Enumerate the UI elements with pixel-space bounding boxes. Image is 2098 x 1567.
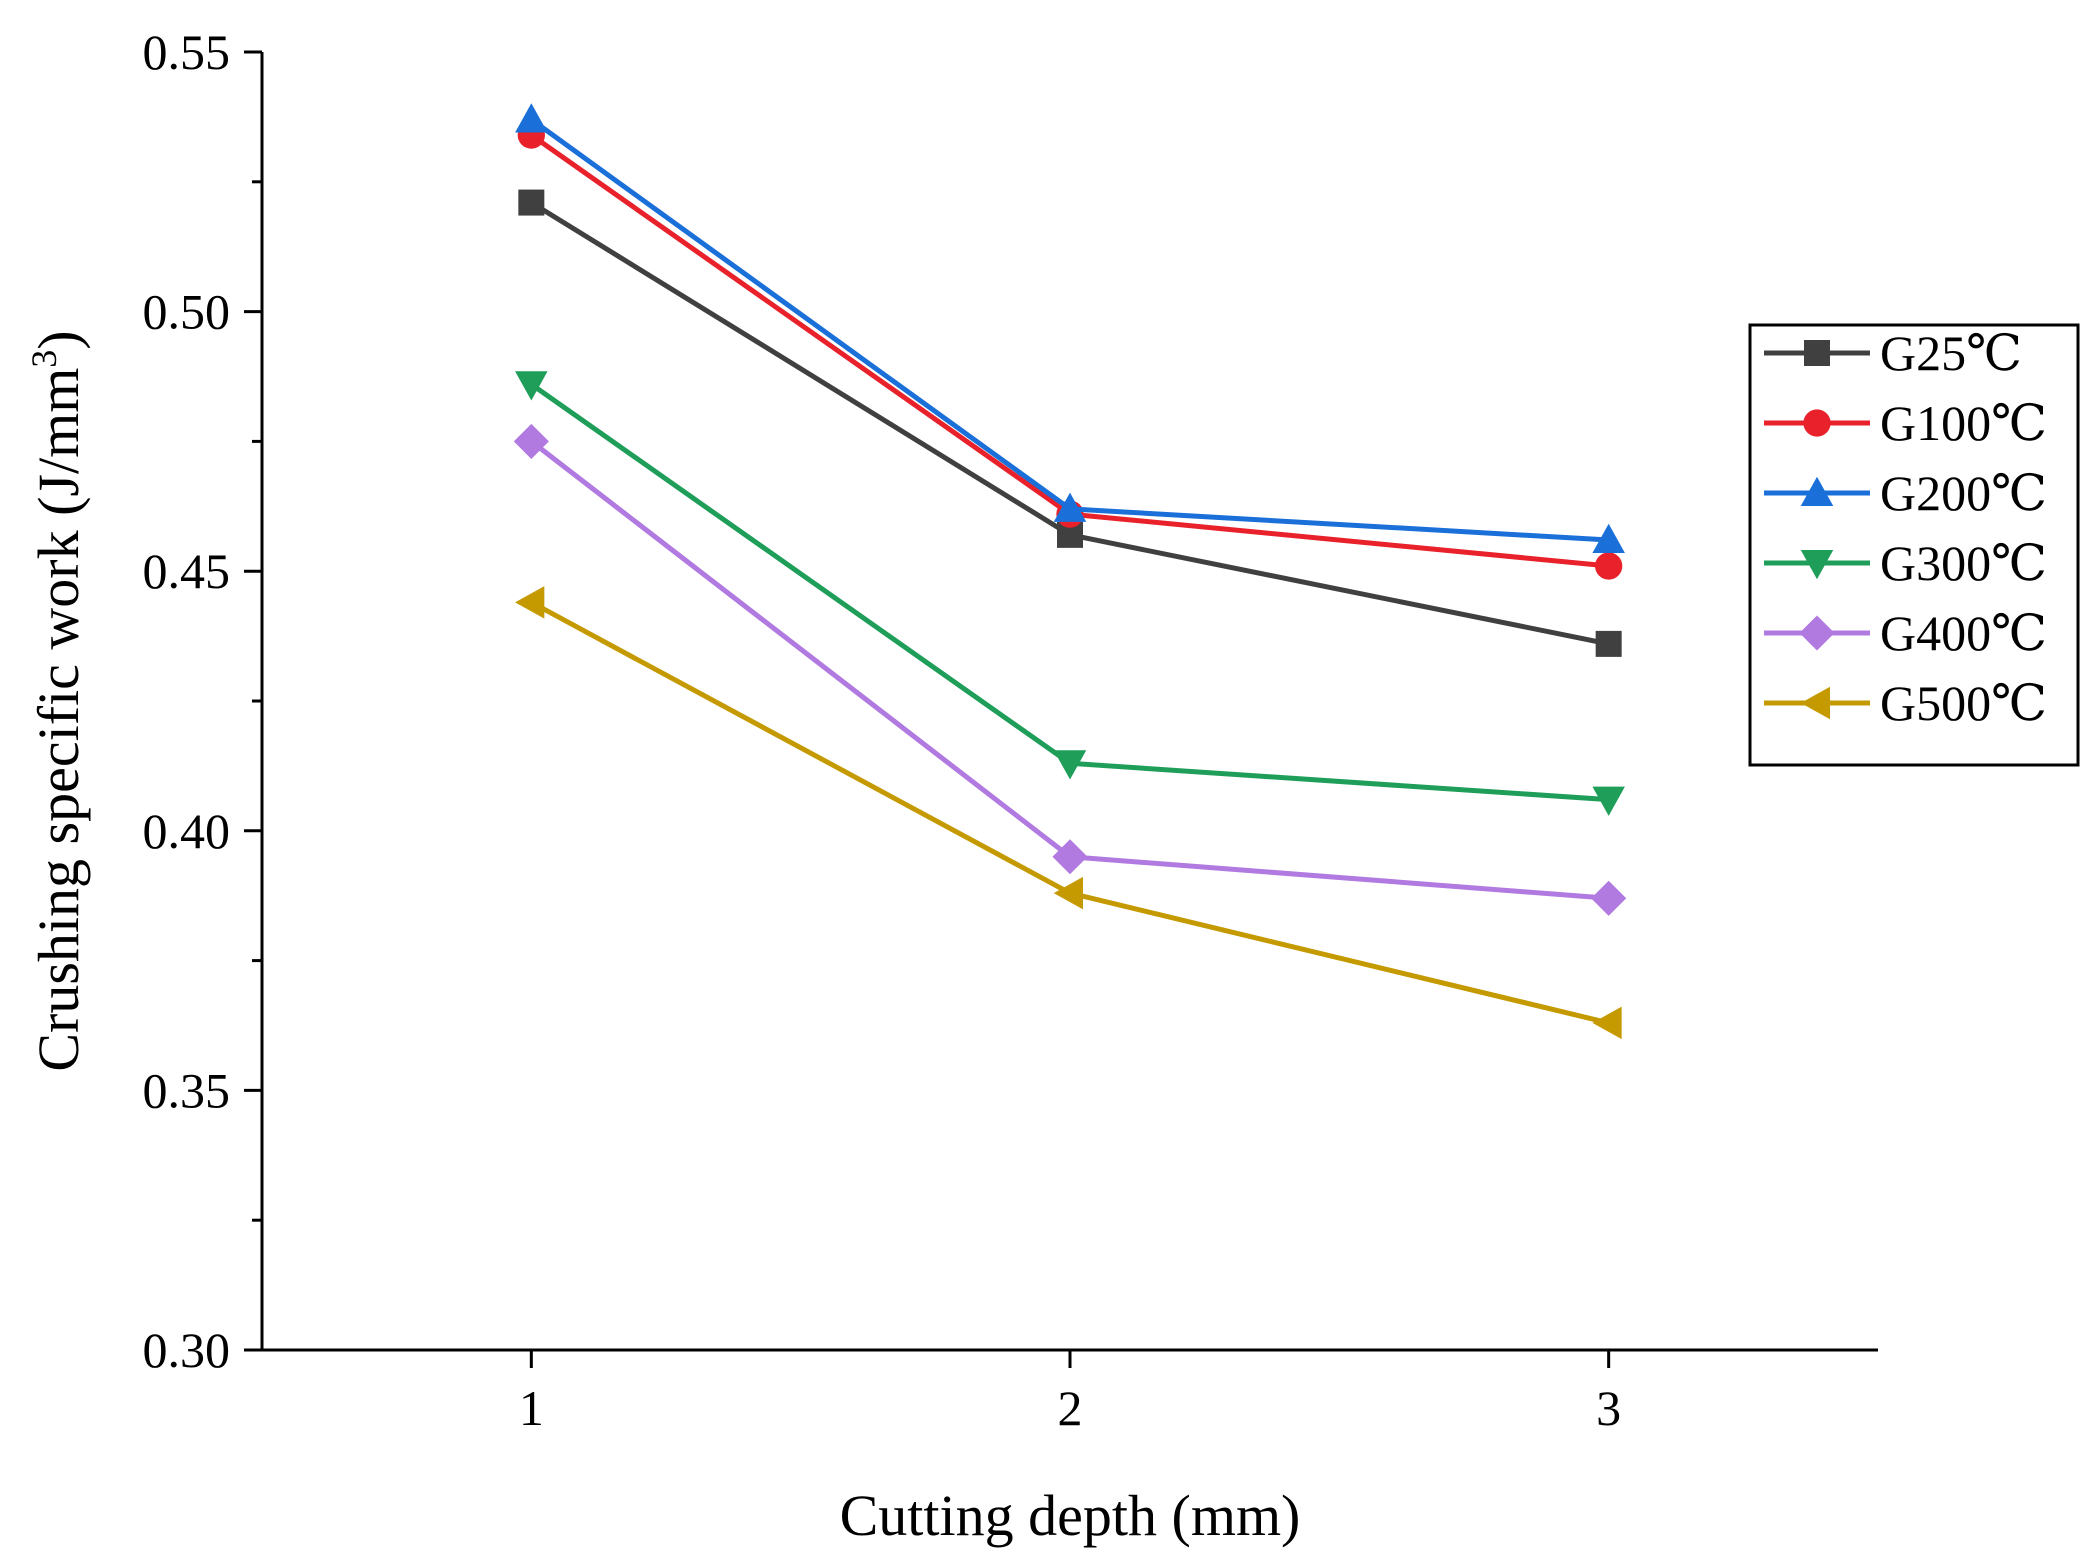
x-axis-ticks: 1 2 3 [519,1350,1621,1436]
data-point [1800,476,1834,506]
legend-label: G300℃ [1880,535,2047,591]
x-axis-title: Cutting depth (mm) [840,1483,1301,1548]
legend-box [1748,323,2080,767]
data-point [1803,409,1831,437]
y-tick-label: 0.50 [143,284,231,340]
legend-item: G200℃ [1764,465,2047,521]
legend: G25℃ G100℃ G200℃ G300℃ G400℃ G500℃ [1748,323,2080,767]
legend-label: G500℃ [1880,675,2047,731]
y-tick-label: 0.35 [143,1062,231,1118]
legend-label: G25℃ [1880,325,2022,381]
data-point [515,371,548,401]
series-line [530,200,1610,647]
series-G400℃ [513,423,1627,916]
series-G500℃ [515,586,1622,1040]
legend-label: G100℃ [1880,395,2047,451]
legend-item: G300℃ [1764,535,2047,591]
axes [260,52,1878,1352]
data-point [1052,839,1088,875]
legend-label: G200℃ [1880,465,2047,521]
y-tick-label: 0.30 [143,1322,231,1378]
data-point [1595,552,1623,580]
legend-label: G400℃ [1880,605,2047,661]
data-point [1592,1006,1622,1040]
x-tick-label: 1 [519,1380,544,1436]
data-point [1800,550,1834,580]
series-line [529,117,1609,543]
data-point [1053,750,1087,780]
y-tick-label: 0.55 [143,24,231,80]
y-axis-title: Crushing specific work (J/mm3) [24,330,91,1071]
data-point [1799,615,1835,651]
data-point [515,103,548,133]
x-tick-label: 3 [1596,1380,1621,1436]
data-point [1591,880,1627,916]
legend-item: G500℃ [1764,675,2047,731]
series-layer [513,103,1627,1040]
y-tick-label: 0.40 [143,803,231,859]
legend-item: G100℃ [1764,395,2047,451]
x-tick-label: 2 [1058,1380,1083,1436]
data-point [518,189,545,216]
y-axis-ticks: 0.30 0.35 0.40 0.45 0.50 0.55 [143,24,262,1378]
data-point [515,586,545,619]
data-point [1595,630,1622,657]
data-point [1592,523,1625,554]
series-G200℃ [515,103,1625,554]
data-point [513,423,549,459]
y-axis-title-superscript: 3 [24,350,64,368]
data-point [1053,876,1083,910]
series-line [529,382,1609,803]
series-G300℃ [515,371,1625,816]
series-G25℃ [518,189,1622,657]
y-axis-title-close: ) [26,330,91,349]
y-axis-title-main: Crushing specific work (J/mm [26,368,91,1072]
series-line [530,600,1610,1026]
data-point [1053,492,1087,522]
legend-item: G400℃ [1764,605,2047,661]
data-point [1592,786,1625,816]
y-tick-label: 0.45 [143,543,231,599]
data-point [1800,686,1830,720]
legend-item: G25℃ [1764,325,2022,381]
data-point [1804,340,1830,366]
